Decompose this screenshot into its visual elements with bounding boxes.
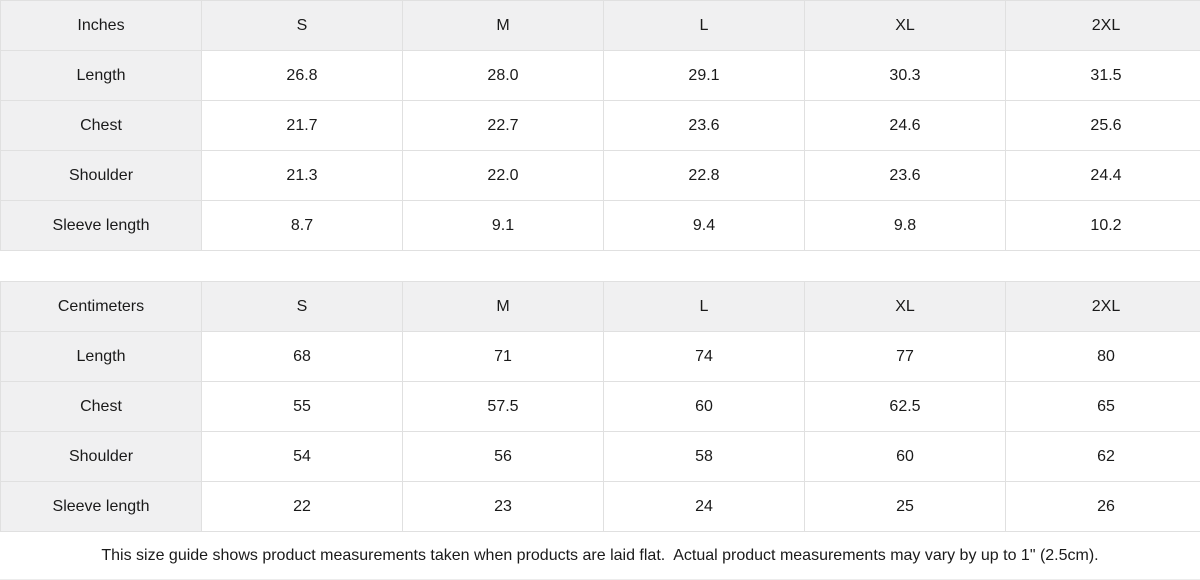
size-header-cell: XL bbox=[804, 0, 1006, 51]
row-label-cell: Sleeve length bbox=[0, 481, 202, 532]
measurement-value-cell: 24.4 bbox=[1005, 150, 1200, 201]
measurement-value-cell: 22.8 bbox=[603, 150, 805, 201]
measurement-value-cell: 28.0 bbox=[402, 50, 604, 101]
size-header-cell: S bbox=[201, 281, 403, 332]
measurement-value-cell: 22 bbox=[201, 481, 403, 532]
size-header-cell: 2XL bbox=[1005, 0, 1200, 51]
measurement-value-cell: 65 bbox=[1005, 381, 1200, 432]
measurement-value-cell: 8.7 bbox=[201, 200, 403, 251]
measurement-value-cell: 22.7 bbox=[402, 100, 604, 151]
row-label-cell: Shoulder bbox=[0, 150, 202, 201]
row-label-cell: Chest bbox=[0, 100, 202, 151]
size-header-cell: L bbox=[603, 281, 805, 332]
size-table-inches: Inches S M L XL 2XL Length 26.8 28.0 29.1 30.3 31.5… bbox=[0, 0, 1200, 251]
size-header-cell: XL bbox=[804, 281, 1006, 332]
header-row: Inches S M L XL 2XL bbox=[0, 0, 1200, 51]
measurement-value-cell: 55 bbox=[201, 381, 403, 432]
measurement-value-cell: 57.5 bbox=[402, 381, 604, 432]
size-header-cell: 2XL bbox=[1005, 281, 1200, 332]
measurement-value-cell: 24.6 bbox=[804, 100, 1006, 151]
size-guide-note: This size guide shows product measuremen… bbox=[0, 532, 1200, 580]
measurement-value-cell: 80 bbox=[1005, 331, 1200, 382]
measurement-value-cell: 29.1 bbox=[603, 50, 805, 101]
measurement-value-cell: 25 bbox=[804, 481, 1006, 532]
row-label-cell: Length bbox=[0, 50, 202, 101]
measurement-value-cell: 54 bbox=[201, 431, 403, 482]
measurement-value-cell: 30.3 bbox=[804, 50, 1006, 101]
measurement-value-cell: 24 bbox=[603, 481, 805, 532]
row-label-cell: Shoulder bbox=[0, 431, 202, 482]
measurement-value-cell: 77 bbox=[804, 331, 1006, 382]
measurement-value-cell: 71 bbox=[402, 331, 604, 382]
measurement-value-cell: 62 bbox=[1005, 431, 1200, 482]
measurement-value-cell: 68 bbox=[201, 331, 403, 382]
measurement-value-cell: 31.5 bbox=[1005, 50, 1200, 101]
header-row: Centimeters S M L XL 2XL bbox=[0, 281, 1200, 332]
measurement-value-cell: 60 bbox=[603, 381, 805, 432]
measurement-value-cell: 23 bbox=[402, 481, 604, 532]
measurement-value-cell: 58 bbox=[603, 431, 805, 482]
measurement-row: Chest 21.7 22.7 23.6 24.6 25.6 bbox=[0, 100, 1200, 151]
measurement-row: Sleeve length 22 23 24 25 26 bbox=[0, 481, 1200, 532]
table-spacer bbox=[0, 251, 1200, 281]
measurement-value-cell: 9.4 bbox=[603, 200, 805, 251]
measurement-row: Chest 55 57.5 60 62.5 65 bbox=[0, 381, 1200, 432]
measurement-row: Length 68 71 74 77 80 bbox=[0, 331, 1200, 382]
measurement-value-cell: 22.0 bbox=[402, 150, 604, 201]
measurement-value-cell: 23.6 bbox=[603, 100, 805, 151]
measurement-value-cell: 74 bbox=[603, 331, 805, 382]
unit-header-cell: Centimeters bbox=[0, 281, 202, 332]
measurement-value-cell: 10.2 bbox=[1005, 200, 1200, 251]
measurement-row: Shoulder 54 56 58 60 62 bbox=[0, 431, 1200, 482]
measurement-row: Sleeve length 8.7 9.1 9.4 9.8 10.2 bbox=[0, 200, 1200, 251]
measurement-row: Length 26.8 28.0 29.1 30.3 31.5 bbox=[0, 50, 1200, 101]
measurement-value-cell: 9.8 bbox=[804, 200, 1006, 251]
measurement-value-cell: 26 bbox=[1005, 481, 1200, 532]
measurement-value-cell: 25.6 bbox=[1005, 100, 1200, 151]
measurement-value-cell: 60 bbox=[804, 431, 1006, 482]
unit-header-cell: Inches bbox=[0, 0, 202, 51]
row-label-cell: Sleeve length bbox=[0, 200, 202, 251]
size-header-cell: S bbox=[201, 0, 403, 51]
size-header-cell: M bbox=[402, 0, 604, 51]
row-label-cell: Length bbox=[0, 331, 202, 382]
measurement-value-cell: 21.3 bbox=[201, 150, 403, 201]
measurement-value-cell: 62.5 bbox=[804, 381, 1006, 432]
measurement-value-cell: 21.7 bbox=[201, 100, 403, 151]
measurement-value-cell: 56 bbox=[402, 431, 604, 482]
size-header-cell: M bbox=[402, 281, 604, 332]
measurement-value-cell: 9.1 bbox=[402, 200, 604, 251]
size-header-cell: L bbox=[603, 0, 805, 51]
row-label-cell: Chest bbox=[0, 381, 202, 432]
measurement-row: Shoulder 21.3 22.0 22.8 23.6 24.4 bbox=[0, 150, 1200, 201]
size-table-centimeters: Centimeters S M L XL 2XL Length 68 71 74 77 80 Chest… bbox=[0, 281, 1200, 532]
measurement-value-cell: 26.8 bbox=[201, 50, 403, 101]
measurement-value-cell: 23.6 bbox=[804, 150, 1006, 201]
